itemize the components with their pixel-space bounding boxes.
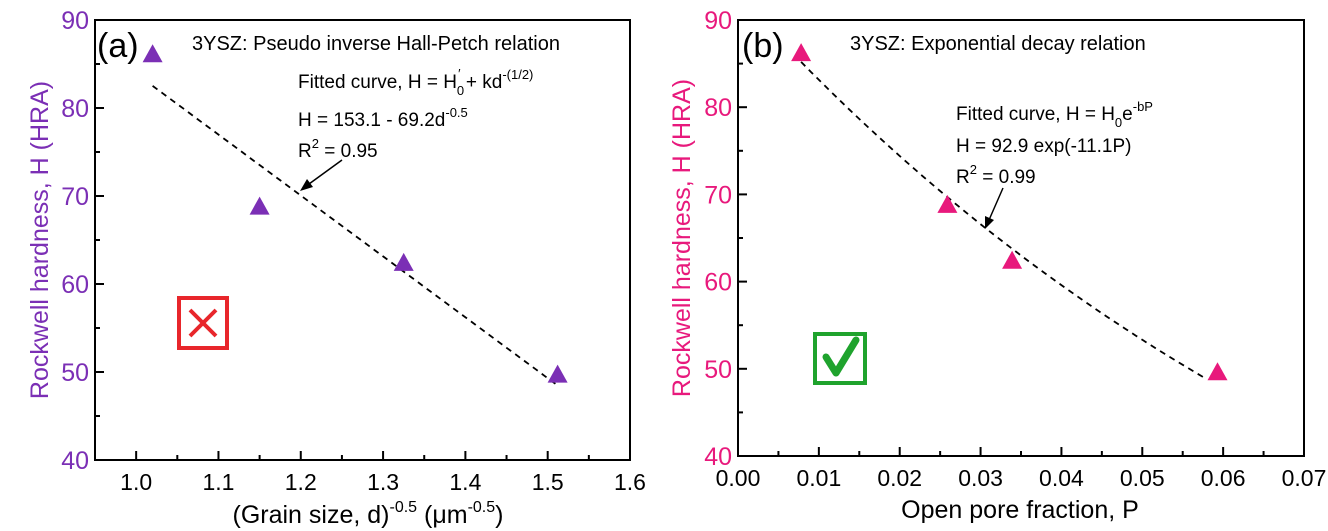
panel-a-x-ticks: 1.0 1.1 1.2 1.3 1.4 1.5 1.6 (120, 451, 646, 495)
panel-a-y-axis-label: Rockwell hardness, H (HRA) (26, 81, 54, 399)
x-tick-label: 0.07 (1282, 465, 1327, 491)
y-tick-label: 80 (704, 94, 732, 122)
panel-b-data-points (791, 43, 1228, 381)
y-tick-label: 50 (704, 356, 732, 384)
x-tick-label: 1.3 (367, 469, 399, 495)
data-point-triangle (1207, 362, 1228, 381)
panel-b-x-ticks: 0.00 0.01 0.02 0.03 0.04 0.05 0.06 0.07 (716, 447, 1327, 491)
panel-b-badge (813, 332, 867, 385)
panel-b-plot-frame (737, 19, 1305, 457)
panel-a-title: 3YSZ: Pseudo inverse Hall-Petch relation (192, 33, 560, 55)
panel-b-y-ticks: 40 50 60 70 80 90 (704, 7, 747, 471)
x-tick-label: 1.4 (449, 469, 481, 495)
panel-a-fit-formula: Fitted curve, H = H0′ + kd-(1/2) (298, 66, 533, 98)
x-tick-label: 0.00 (716, 465, 761, 491)
x-tick-label: 0.04 (1039, 465, 1084, 491)
panel-b-annotation-arrow (985, 187, 1004, 229)
panel-b-y-axis-label: Rockwell hardness, H (HRA) (668, 79, 696, 397)
panel-b-x-axis-label: Open pore fraction, P (901, 496, 1139, 524)
y-tick-label: 70 (61, 183, 89, 211)
y-tick-label: 50 (61, 359, 89, 387)
panel-a-badge (177, 296, 229, 350)
x-tick-label: 0.06 (1201, 465, 1246, 491)
panel-b-title: 3YSZ: Exponential decay relation (850, 33, 1146, 55)
data-point-triangle (1002, 250, 1023, 269)
data-point-triangle (791, 43, 812, 62)
y-tick-label: 60 (704, 269, 732, 297)
y-tick-label: 60 (61, 271, 89, 299)
x-tick-label: 0.02 (877, 465, 922, 491)
x-tick-label: 0.01 (796, 465, 841, 491)
panel-b-label: (b) (742, 27, 784, 65)
fit-curve (152, 85, 557, 385)
y-tick-label: 40 (704, 443, 732, 471)
panel-a-chart: 40 50 60 70 80 90 1.0 1.1 1.2 1.3 1.4 1.5 1.6 (a) 3… (26, 7, 646, 529)
panel-a-x-axis-label: (Grain size, d)-0.5 (μm-0.5) (233, 499, 504, 529)
x-tick-label: 1.2 (285, 469, 317, 495)
x-tick-label: 1.6 (614, 469, 646, 495)
data-point-triangle (547, 364, 568, 383)
panel-a-fit-equation: H = 153.1 - 69.2d-0.5 (298, 105, 468, 131)
x-tick-label: 0.03 (958, 465, 1003, 491)
x-tick-label: 0.05 (1120, 465, 1165, 491)
data-point-triangle (142, 44, 163, 63)
panel-a-data-points (142, 44, 568, 383)
data-point-triangle (249, 196, 270, 215)
x-tick-label: 1.1 (202, 469, 234, 495)
x-tick-label: 1.5 (532, 469, 564, 495)
panel-a-r-squared: R2 = 0.95 (298, 136, 378, 162)
data-point-triangle (937, 194, 958, 213)
panel-a-label: (a) (97, 27, 139, 65)
panel-b-fit-equation: H = 92.9 exp(-11.1P) (956, 136, 1132, 157)
y-tick-label: 40 (61, 447, 89, 475)
y-tick-label: 70 (704, 181, 732, 209)
x-tick-label: 1.0 (120, 469, 152, 495)
data-point-triangle (393, 252, 414, 271)
panel-b-fit-formula: Fitted curve, H = H0e-bP (956, 99, 1153, 130)
y-tick-label: 80 (61, 95, 89, 123)
panel-a-y-ticks: 40 50 60 70 80 90 (61, 7, 104, 475)
panel-a-fit-line (152, 85, 557, 385)
y-tick-label: 90 (704, 7, 732, 35)
panel-a-annotation-arrow (300, 159, 343, 191)
panel-b-r-squared: R2 = 0.99 (956, 162, 1036, 188)
y-tick-label: 90 (61, 7, 89, 35)
